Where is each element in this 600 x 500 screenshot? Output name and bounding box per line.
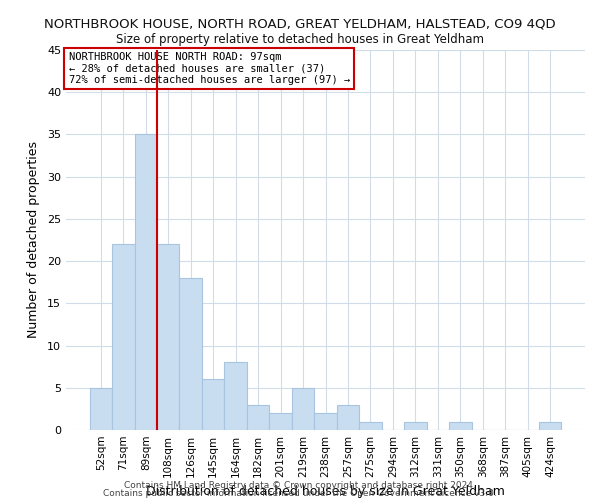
Bar [134,134,157,430]
Bar [89,388,112,430]
Text: NORTHBROOK HOUSE NORTH ROAD: 97sqm
← 28% of detached houses are smaller (37)
72%: NORTHBROOK HOUSE NORTH ROAD: 97sqm ← 28%… [68,52,350,85]
Bar [112,244,134,430]
Bar [314,413,337,430]
Bar [179,278,202,430]
Bar [269,413,292,430]
Bar [247,404,269,430]
Bar [202,380,224,430]
Text: Contains HM Land Registry data © Crown copyright and database right 2024.: Contains HM Land Registry data © Crown c… [124,480,476,490]
Bar [224,362,247,430]
X-axis label: Distribution of detached houses by size in Great Yeldham: Distribution of detached houses by size … [146,486,505,498]
Text: NORTHBROOK HOUSE, NORTH ROAD, GREAT YELDHAM, HALSTEAD, CO9 4QD: NORTHBROOK HOUSE, NORTH ROAD, GREAT YELD… [44,18,556,30]
Bar [157,244,179,430]
Bar [539,422,562,430]
Y-axis label: Number of detached properties: Number of detached properties [27,142,40,338]
Bar [404,422,427,430]
Bar [449,422,472,430]
Text: Size of property relative to detached houses in Great Yeldham: Size of property relative to detached ho… [116,32,484,46]
Text: Contains public sector information licensed under the Open Government Licence v3: Contains public sector information licen… [103,489,497,498]
Bar [359,422,382,430]
Bar [337,404,359,430]
Bar [292,388,314,430]
